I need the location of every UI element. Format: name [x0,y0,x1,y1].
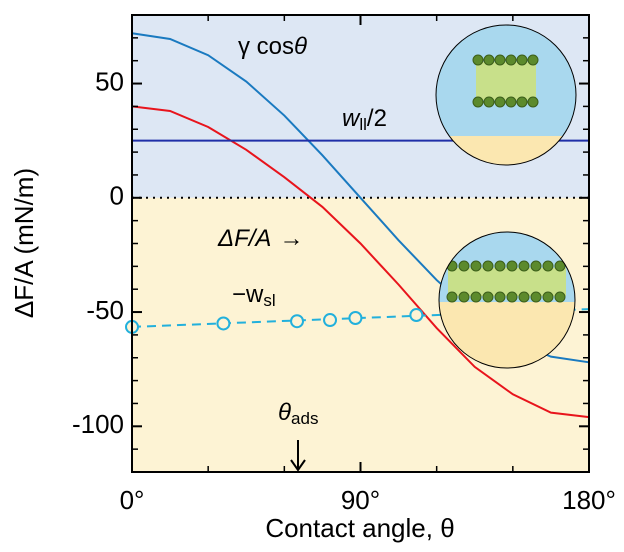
marker [410,309,422,321]
x-tick-label: 0° [120,485,145,515]
annotation: γ cosθ [238,33,307,60]
marker [291,315,303,327]
marker [217,317,229,329]
y-tick-label: -100 [72,409,124,439]
y-tick-label: -50 [86,295,124,325]
x-axis-label: Contact angle, θ [265,513,454,543]
y-axis-label: ΔF/A (mN/m) [9,168,39,318]
x-tick-label: 180° [562,485,616,515]
chart: γ cosθ wll/2 ΔF/A→ −wsl θads Contact ang… [0,0,624,547]
marker [324,314,336,326]
marker [349,312,361,324]
page: γ cosθ wll/2 ΔF/A→ −wsl θads Contact ang… [0,0,624,552]
x-tick-label: 90° [341,485,380,515]
y-tick-label: 50 [95,66,124,96]
y-tick-label: 0 [110,181,124,211]
annotation: ΔF/A→ [217,225,303,252]
